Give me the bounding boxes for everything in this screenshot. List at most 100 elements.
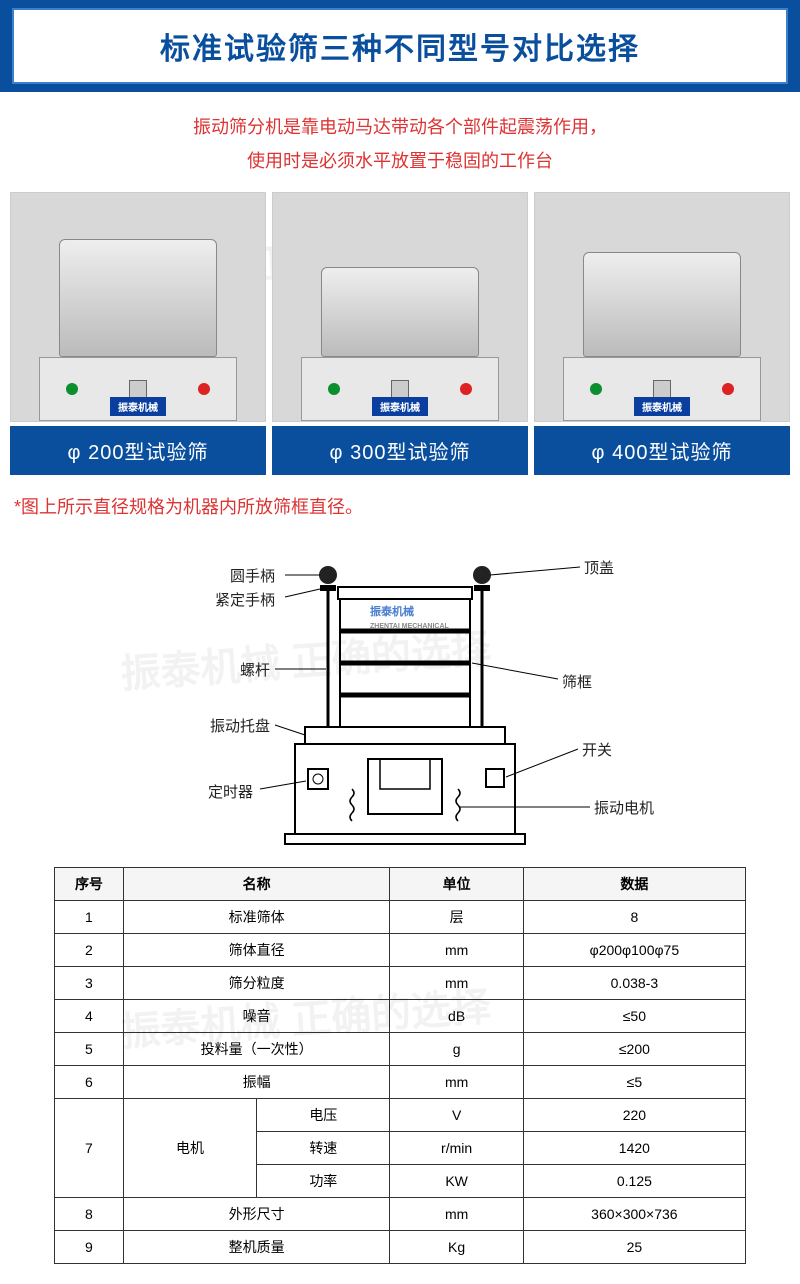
col-header: 数据 — [523, 868, 745, 901]
timer-panel-icon — [391, 380, 409, 398]
cell-name: 筛分粒度 — [123, 967, 390, 1000]
cell-unit: 层 — [390, 901, 523, 934]
col-header: 单位 — [390, 868, 523, 901]
control-box-graphic: 振泰机械 — [301, 357, 499, 421]
cell-data: 25 — [523, 1231, 745, 1264]
cell-name: 振幅 — [123, 1066, 390, 1099]
table-row: 8 外形尺寸 mm 360×300×736 — [55, 1198, 746, 1231]
cell-idx: 8 — [55, 1198, 124, 1231]
cell-idx: 3 — [55, 967, 124, 1000]
brand-plate: 振泰机械 — [634, 397, 690, 416]
cell-idx: 6 — [55, 1066, 124, 1099]
power-on-icon — [590, 383, 602, 395]
cell-data: 220 — [523, 1099, 745, 1132]
cell-idx: 1 — [55, 901, 124, 934]
brand-plate: 振泰机械 — [110, 397, 166, 416]
label-timer: 定时器 — [208, 781, 253, 802]
timer-panel-icon — [129, 380, 147, 398]
cell-name: 标准筛体 — [123, 901, 390, 934]
cell-name: 外形尺寸 — [123, 1198, 390, 1231]
col-header: 名称 — [123, 868, 390, 901]
product-label: φ 300型试验筛 — [272, 426, 528, 475]
diagram-logo: 振泰机械 ZHENTAI MECHANICAL — [370, 603, 449, 631]
product-photo: 振泰机械 — [272, 192, 528, 422]
header-banner: 标准试验筛三种不同型号对比选择 — [0, 0, 800, 92]
sieve-stack-graphic — [321, 267, 478, 357]
cell-data: ≤5 — [523, 1066, 745, 1099]
control-box-graphic: 振泰机械 — [39, 357, 237, 421]
cell-unit: mm — [390, 934, 523, 967]
table-row: 9 整机质量 Kg 25 — [55, 1231, 746, 1264]
label-switch: 开关 — [582, 739, 612, 760]
page-title: 标准试验筛三种不同型号对比选择 — [12, 8, 788, 84]
cell-unit: Kg — [390, 1231, 523, 1264]
cell-idx: 5 — [55, 1033, 124, 1066]
cell-data: 0.125 — [523, 1165, 745, 1198]
table-row: 2 筛体直径 mm φ200φ100φ75 — [55, 934, 746, 967]
product-row: 振泰机械 φ 200型试验筛 振泰机械 φ 300型试验筛 振泰机械 φ 400… — [0, 192, 800, 475]
cell-subname: 电压 — [257, 1099, 390, 1132]
structure-diagram: 圆手柄 紧定手柄 螺杆 振动托盘 定时器 顶盖 筛框 开关 振动电机 振泰机械 … — [80, 529, 720, 859]
cell-unit: mm — [390, 967, 523, 1000]
power-off-icon — [722, 383, 734, 395]
cell-name: 投料量（一次性） — [123, 1033, 390, 1066]
cell-unit: r/min — [390, 1132, 523, 1165]
table-row: 3 筛分粒度 mm 0.038-3 — [55, 967, 746, 1000]
label-screw-rod: 螺杆 — [240, 659, 270, 680]
cell-name: 噪音 — [123, 1000, 390, 1033]
cell-subname: 转速 — [257, 1132, 390, 1165]
cell-data: 8 — [523, 901, 745, 934]
cell-idx: 7 — [55, 1099, 124, 1198]
label-lock-handle: 紧定手柄 — [215, 589, 275, 610]
label-vib-tray: 振动托盘 — [210, 715, 270, 736]
power-off-icon — [460, 383, 472, 395]
diameter-footnote: *图上所示直径规格为机器内所放筛框直径。 — [0, 475, 800, 523]
product-photo: 振泰机械 — [10, 192, 266, 422]
sieve-stack-graphic — [583, 252, 740, 357]
cell-idx: 9 — [55, 1231, 124, 1264]
timer-panel-icon — [653, 380, 671, 398]
product-label: φ 400型试验筛 — [534, 426, 790, 475]
product-card: 振泰机械 φ 200型试验筛 — [10, 192, 266, 475]
table-row: 5 投料量（一次性） g ≤200 — [55, 1033, 746, 1066]
cell-subname: 功率 — [257, 1165, 390, 1198]
cell-data: 360×300×736 — [523, 1198, 745, 1231]
col-header: 序号 — [55, 868, 124, 901]
cell-unit: mm — [390, 1066, 523, 1099]
product-label: φ 200型试验筛 — [10, 426, 266, 475]
table-row: 4 噪音 dB ≤50 — [55, 1000, 746, 1033]
power-off-icon — [198, 383, 210, 395]
subtitle-line: 使用时是必须水平放置于稳固的工作台 — [0, 144, 800, 178]
spec-table: 序号 名称 单位 数据 1 标准筛体 层 8 2 筛体直径 mm φ200φ10… — [54, 867, 746, 1264]
power-on-icon — [66, 383, 78, 395]
table-row: 1 标准筛体 层 8 — [55, 901, 746, 934]
control-box-graphic: 振泰机械 — [563, 357, 761, 421]
table-header-row: 序号 名称 单位 数据 — [55, 868, 746, 901]
cell-idx: 2 — [55, 934, 124, 967]
cell-unit: KW — [390, 1165, 523, 1198]
table-row: 7 电机 电压 V 220 — [55, 1099, 746, 1132]
product-card: 振泰机械 φ 300型试验筛 — [272, 192, 528, 475]
cell-data: 1420 — [523, 1132, 745, 1165]
cell-name: 筛体直径 — [123, 934, 390, 967]
label-round-handle: 圆手柄 — [230, 565, 275, 586]
cell-data: ≤50 — [523, 1000, 745, 1033]
cell-data: ≤200 — [523, 1033, 745, 1066]
label-sieve-frame: 筛框 — [562, 671, 592, 692]
cell-unit: dB — [390, 1000, 523, 1033]
cell-unit: g — [390, 1033, 523, 1066]
power-on-icon — [328, 383, 340, 395]
cell-unit: mm — [390, 1198, 523, 1231]
subtitle-line: 振动筛分机是靠电动马达带动各个部件起震荡作用， — [0, 110, 800, 144]
cell-name: 整机质量 — [123, 1231, 390, 1264]
cell-unit: V — [390, 1099, 523, 1132]
cell-data: φ200φ100φ75 — [523, 934, 745, 967]
cell-data: 0.038-3 — [523, 967, 745, 1000]
subtitle-block: 振动筛分机是靠电动马达带动各个部件起震荡作用， 使用时是必须水平放置于稳固的工作… — [0, 92, 800, 192]
product-photo: 振泰机械 — [534, 192, 790, 422]
brand-plate: 振泰机械 — [372, 397, 428, 416]
cell-idx: 4 — [55, 1000, 124, 1033]
cell-name-group: 电机 — [123, 1099, 256, 1198]
label-top-cover: 顶盖 — [584, 557, 614, 578]
product-card: 振泰机械 φ 400型试验筛 — [534, 192, 790, 475]
